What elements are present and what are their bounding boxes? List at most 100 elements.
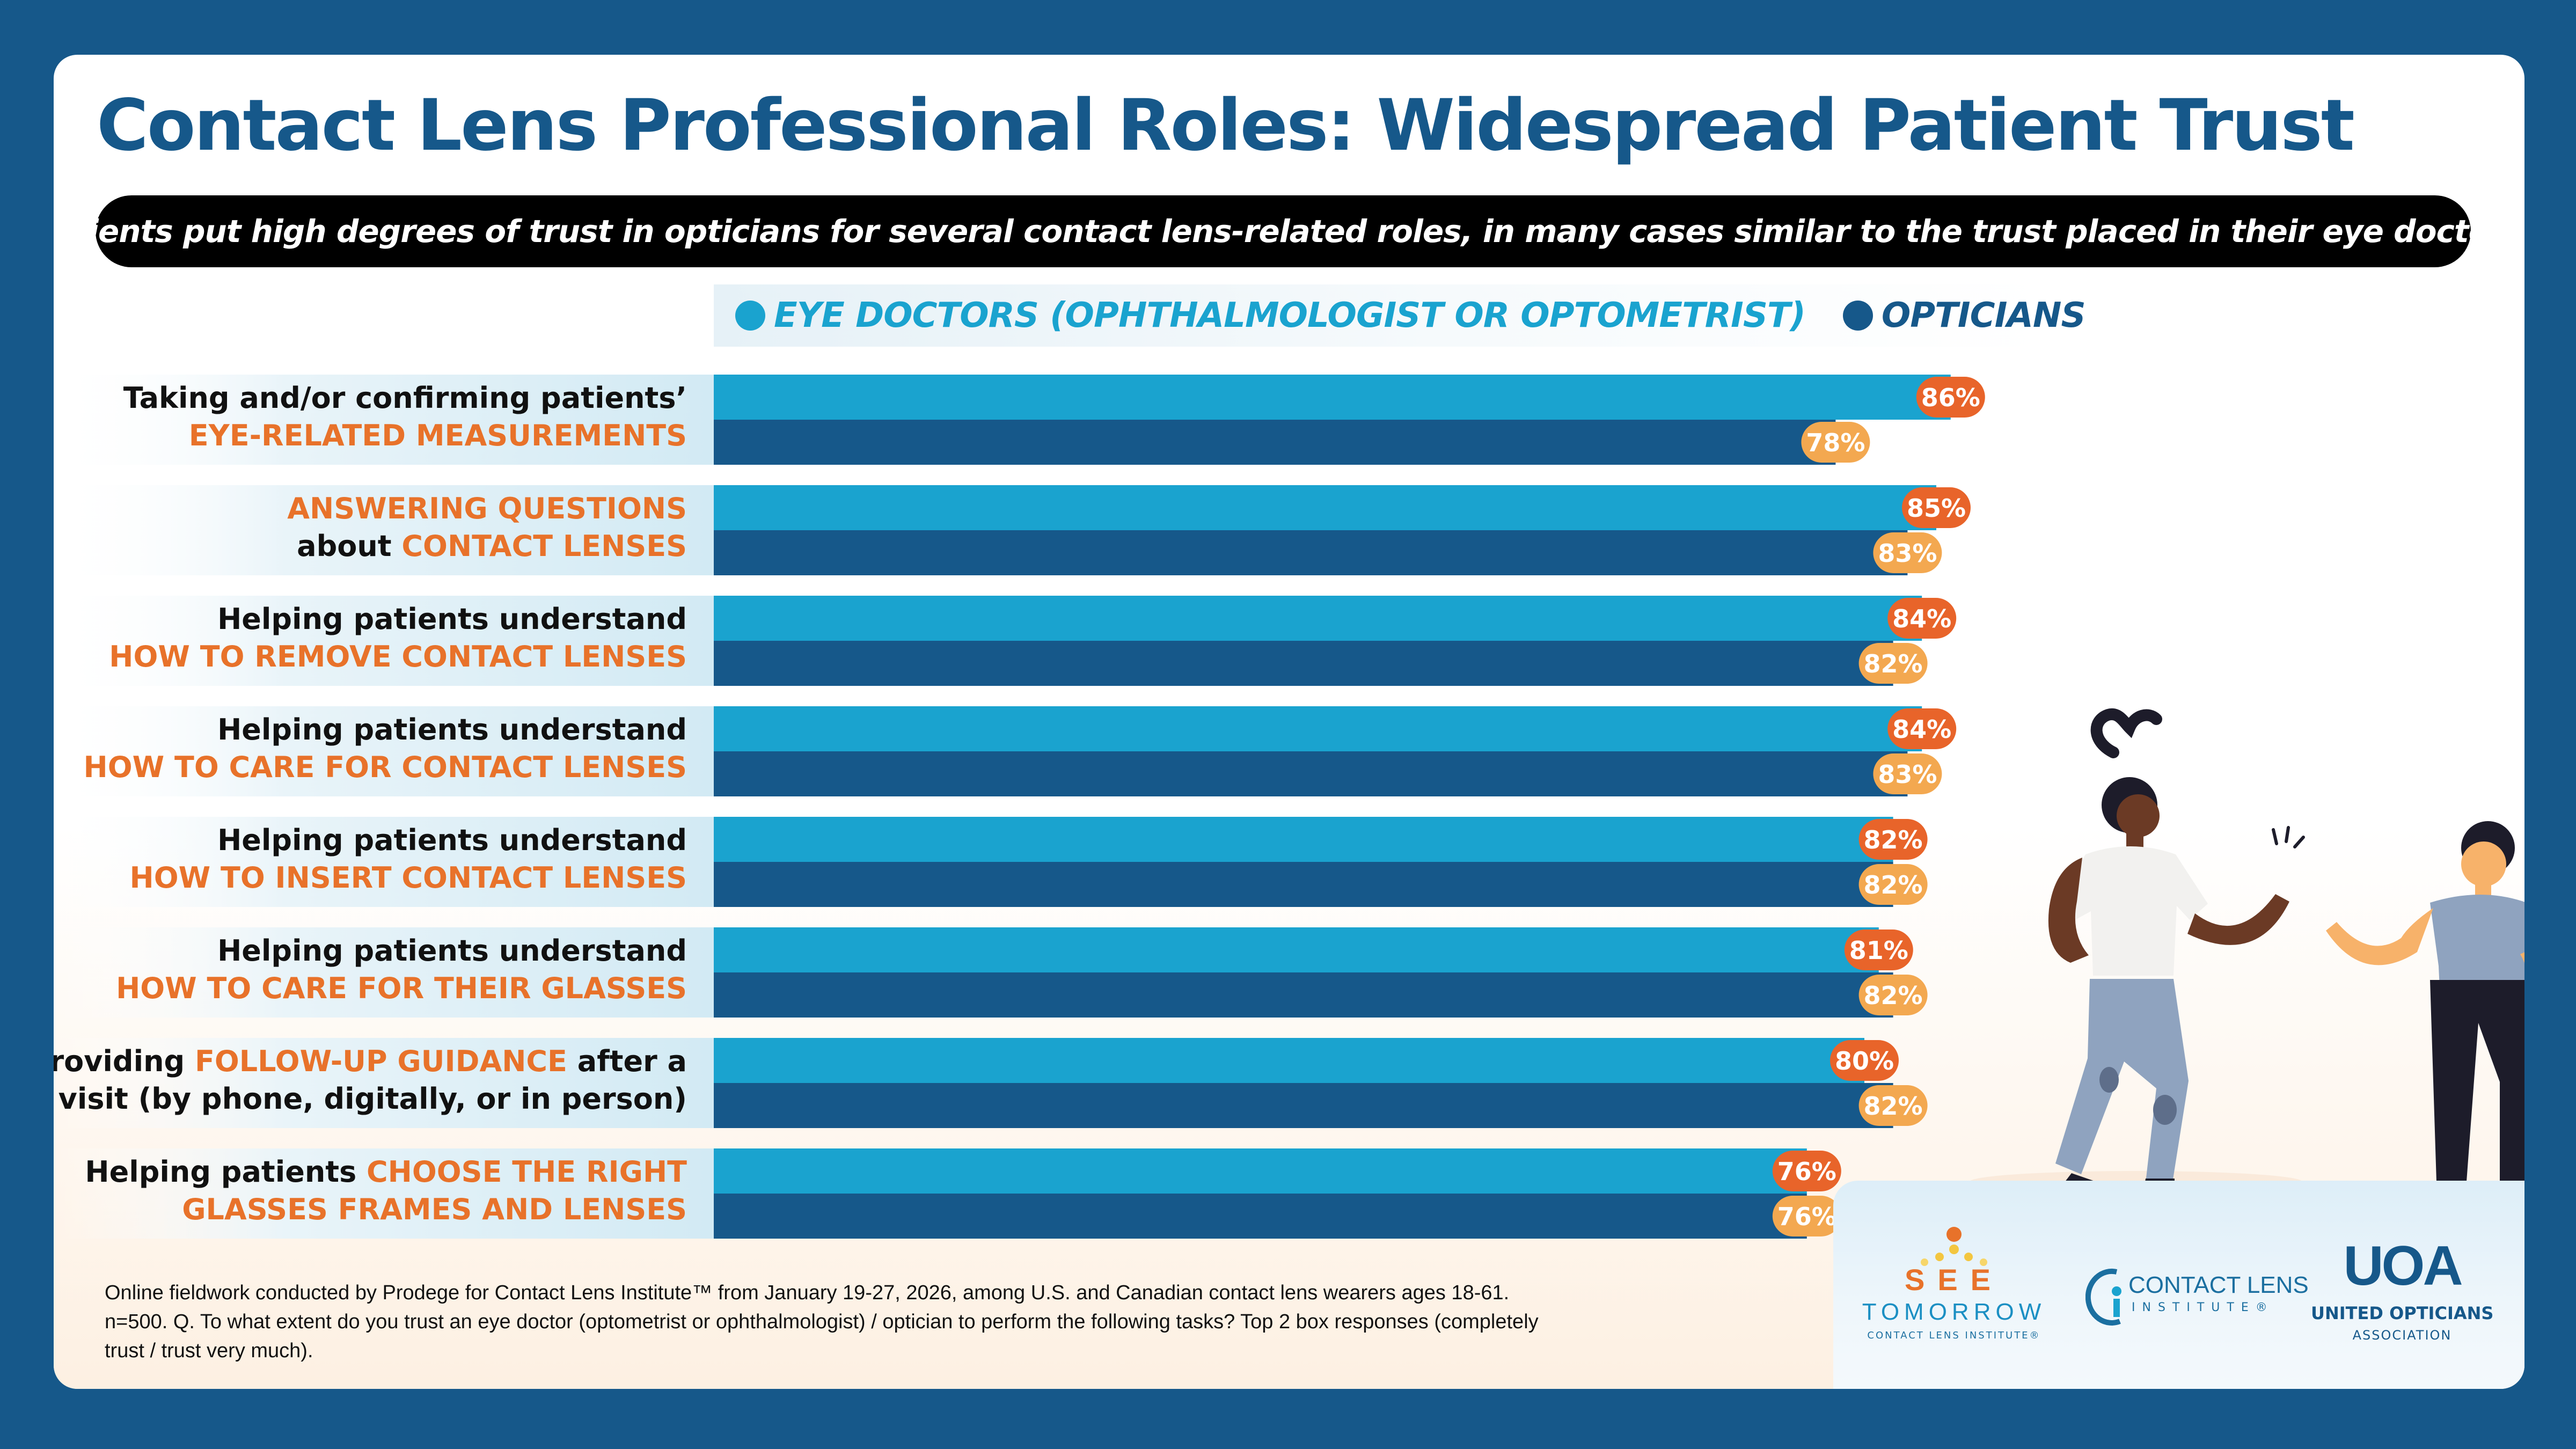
data-label-eye-doctors: 84% (1892, 715, 1951, 744)
bar-opticians (714, 420, 1836, 465)
legend-label-opticians: OPTICIANS (1881, 296, 2086, 335)
category-label-text: Helping patients understand (217, 602, 687, 636)
bar-opticians (714, 862, 1893, 907)
category-label-highlight: GLASSES FRAMES AND LENSES (182, 1192, 687, 1226)
bar-eye-doctors (714, 1148, 1807, 1194)
data-label-opticians: 83% (1878, 760, 1937, 789)
data-label-eye-doctors: 86% (1921, 383, 1980, 412)
chart-legend: EYE DOCTORS (OPHTHALMOLOGIST OR OPTOMETR… (714, 284, 2086, 347)
main-card: Contact Lens Professional Roles: Widespr… (54, 55, 2524, 1389)
legend-item-opticians: OPTICIANS (1842, 296, 2086, 335)
data-label-eye-doctors: 81% (1849, 936, 1908, 965)
category-label-text: Helping patients understand (217, 713, 687, 747)
legend-label-eye-doctors: EYE DOCTORS (OPHTHALMOLOGIST OR OPTOMETR… (774, 296, 1806, 335)
uoa-name: UNITED OPTICIANS (2311, 1303, 2494, 1323)
category-label-highlight: HOW TO INSERT CONTACT LENSES (130, 861, 687, 895)
value-badge-opticians (1873, 532, 1942, 573)
category-label-highlight: CONTACT LENSES (401, 529, 687, 563)
category-label-highlight: HOW TO CARE FOR CONTACT LENSES (84, 750, 687, 784)
bar-eye-doctors (714, 817, 1893, 862)
category-label-highlight: HOW TO REMOVE CONTACT LENSES (109, 640, 687, 674)
value-badge-opticians (1858, 975, 1928, 1015)
uoa-mark: UOA (2343, 1235, 2463, 1297)
data-label-opticians: 82% (1864, 649, 1923, 678)
subtitle-text: Patients put high degrees of trust in op… (54, 213, 2524, 250)
page-title: Contact Lens Professional Roles: Widespr… (97, 84, 2355, 167)
value-badge-opticians (1858, 643, 1928, 684)
uoa-logo: UOA UNITED OPTICIANS ASSOCIATION (2311, 1234, 2493, 1358)
category-label-text: after a (567, 1044, 687, 1078)
value-badge-eye-doctors (1858, 819, 1928, 860)
category-label-text: Providing (54, 1044, 195, 1078)
row-label-background (54, 375, 714, 465)
category-label: Helping patients CHOOSE THE RIGHT GLASSES… (85, 1155, 687, 1226)
contact-lens-institute-icon (2085, 1268, 2121, 1326)
bar-eye-doctors (714, 706, 1922, 751)
subtitle-banner: Patients put high degrees of trust in op… (54, 195, 2524, 267)
value-badge-opticians (1858, 1085, 1928, 1126)
data-label-opticians: 83% (1878, 539, 1937, 568)
see-tomorrow-logo: SEE TOMORROW CONTACT LENS INSTITUTE® (1860, 1218, 2048, 1352)
category-label-highlight: ANSWERING QUESTIONS (287, 492, 687, 525)
data-label-eye-doctors: 85% (1907, 494, 1966, 523)
data-label-opticians: 78% (1806, 428, 1865, 457)
bar-chart: Taking and/or confirming patients’ EYE-RE… (54, 375, 2524, 1239)
category-label-highlight: CHOOSE THE RIGHT (367, 1155, 687, 1189)
category-label-text: Taking and/or confirming patients’ (123, 381, 687, 415)
bar-opticians (714, 972, 1893, 1018)
bar-opticians (714, 1083, 1893, 1128)
value-badge-eye-doctors (1916, 377, 1985, 418)
category-label-highlight: HOW TO CARE FOR THEIR GLASSES (116, 971, 687, 1005)
category-label: Taking and/or confirming patients’ EYE-RE… (123, 381, 687, 452)
value-badge-opticians (1801, 422, 1870, 463)
data-label-opticians: 82% (1864, 1092, 1923, 1121)
category-label-text: Helping patients understand (217, 823, 687, 857)
row-label-background (54, 596, 714, 686)
row-label-background (54, 485, 714, 575)
see-tomorrow-subtext: CONTACT LENS INSTITUTE® (1867, 1330, 2041, 1341)
value-badge-eye-doctors (1844, 930, 1913, 970)
bar-eye-doctors (714, 485, 1936, 530)
category-label: Helping patients understand HOW TO CARE F… (84, 713, 687, 784)
category-label: Helping patients understand HOW TO REMOVE… (109, 602, 687, 674)
data-label-opticians: 82% (1864, 981, 1923, 1010)
contact-lens-institute-name: CONTACT LENS (2128, 1272, 2309, 1298)
value-badge-eye-doctors (1902, 487, 1971, 528)
category-label-text: visit (by phone, digitally, or in person… (58, 1082, 687, 1116)
value-badge-opticians (1858, 864, 1928, 905)
category-label: ANSWERING QUESTIONS about CONTACT LENSES (287, 492, 687, 563)
data-label-eye-doctors: 84% (1892, 604, 1951, 633)
contact-lens-institute-subname: INSTITUTE® (2132, 1301, 2274, 1314)
row-label-background (54, 1148, 714, 1239)
value-badge-eye-doctors (1887, 708, 1957, 749)
contact-lens-institute-logo: CONTACT LENS INSTITUTE® (2085, 1267, 2309, 1326)
row-label-background (54, 817, 714, 907)
bar-opticians (714, 530, 1908, 575)
uoa-association: ASSOCIATION (2352, 1328, 2452, 1343)
logo-panel: SEE TOMORROW CONTACT LENS INSTITUTE® CON… (1833, 1181, 2524, 1389)
category-label: Helping patients understand HOW TO INSERT… (130, 823, 687, 895)
bar-eye-doctors (714, 375, 1951, 420)
data-label-opticians: 76% (1777, 1202, 1836, 1231)
see-tomorrow-sun-icon (1921, 1227, 1987, 1266)
value-badge-opticians (1772, 1196, 1841, 1236)
row-label-background (54, 1038, 714, 1128)
category-label-text: Helping patients (85, 1155, 367, 1189)
see-tomorrow-tomorrow-text: TOMORROW (1862, 1299, 2046, 1325)
legend-dot-eye-doctors (735, 301, 765, 331)
category-label: Helping patients understand HOW TO CARE F… (116, 934, 687, 1005)
bar-eye-doctors (714, 1038, 1864, 1083)
category-label-text: about (297, 529, 401, 563)
bar-eye-doctors (714, 596, 1922, 641)
legend-item-eye-doctors: EYE DOCTORS (OPHTHALMOLOGIST OR OPTOMETR… (735, 296, 1806, 335)
row-label-background (54, 706, 714, 796)
value-badge-eye-doctors (1772, 1151, 1841, 1191)
data-label-eye-doctors: 80% (1835, 1046, 1894, 1075)
category-label-text: Helping patients understand (217, 934, 687, 968)
see-tomorrow-see-text: SEE (1904, 1263, 2004, 1297)
bar-opticians (714, 751, 1908, 796)
value-badge-eye-doctors (1830, 1040, 1899, 1081)
data-label-opticians: 82% (1864, 870, 1923, 899)
high-five-illustration (1970, 708, 2524, 1197)
category-label-highlight: EYE-RELATED MEASUREMENTS (189, 419, 687, 452)
